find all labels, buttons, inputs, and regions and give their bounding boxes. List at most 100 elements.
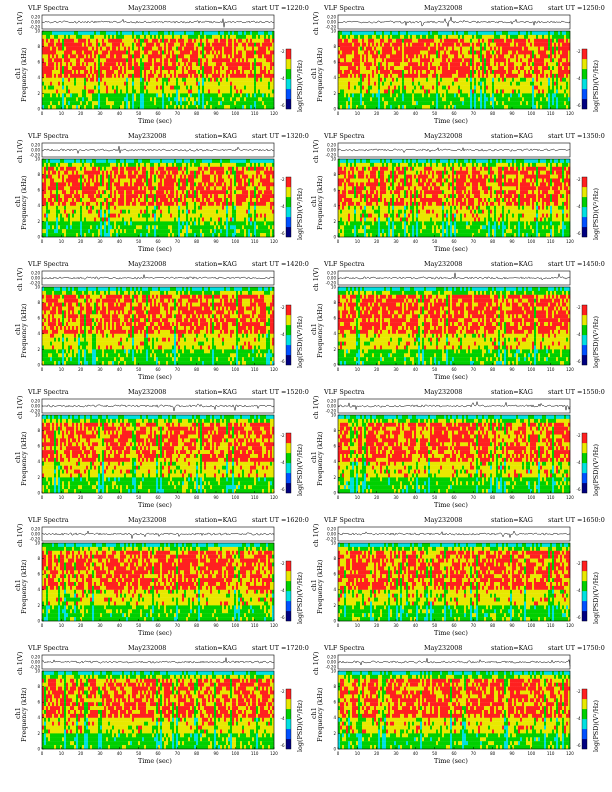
spectrogram-cells — [338, 31, 571, 110]
station-text: station=KAG — [195, 516, 237, 524]
waveform-frame — [337, 270, 571, 286]
waveform-tick-label: -0.20 — [30, 408, 41, 413]
panel-title: VLF Spectra May232008 station=KAG start UT … — [14, 132, 314, 142]
x-tick-label: 0 — [41, 751, 44, 756]
waveform-tick-label: 0.00 — [327, 659, 336, 664]
waveform-tick-label: -0.20 — [326, 24, 337, 29]
x-tick-label: 80 — [490, 751, 496, 756]
channel-label: ch1 — [310, 707, 318, 719]
x-tick-label: 40 — [413, 751, 419, 756]
colorbar — [581, 688, 588, 750]
colorbar-segment — [286, 177, 291, 188]
channel-label: ch1 — [310, 195, 318, 207]
x-tick-label: 50 — [136, 239, 142, 244]
time-x-label: Time (sec) — [434, 757, 468, 765]
colorbar-segment — [286, 49, 291, 60]
x-tick-label: 40 — [413, 239, 419, 244]
x-tick-label: 50 — [432, 239, 438, 244]
y-tick-label: 8 — [333, 44, 336, 49]
x-tick-label: 90 — [213, 111, 219, 116]
y-tick-label: 0 — [333, 618, 336, 623]
colorbar-segment — [582, 571, 587, 582]
title-text: VLF Spectra — [28, 132, 69, 140]
colorbar-tick-label: -2 — [281, 561, 285, 566]
colorbar-segment — [286, 453, 291, 464]
x-tick-label: 50 — [136, 367, 142, 372]
time-x-label: Time (sec) — [434, 245, 468, 253]
waveform-tick-label: 0.00 — [31, 19, 40, 24]
date-text: May232008 — [424, 388, 462, 396]
y-tick-label: 10 — [35, 668, 41, 673]
colorbar-tick-label: -4 — [577, 76, 581, 81]
colorbar-label: log(PSD)(V²/Hz) — [592, 572, 600, 624]
x-tick-label: 40 — [413, 623, 419, 628]
waveform-frame — [337, 398, 571, 414]
x-tick-label: 100 — [232, 623, 240, 628]
x-tick-label: 120 — [270, 111, 278, 116]
x-tick-label: 20 — [78, 367, 84, 372]
x-tick-label: 0 — [41, 623, 44, 628]
colorbar-segment — [286, 217, 291, 228]
station-text: station=KAG — [195, 388, 237, 396]
x-tick-label: 50 — [432, 367, 438, 372]
waveform-trace — [41, 403, 275, 412]
colorbar-segment — [286, 207, 291, 218]
x-tick-label: 0 — [41, 239, 44, 244]
colorbar-segment — [582, 207, 587, 218]
y-tick-label: 0 — [37, 106, 40, 111]
colorbar — [285, 560, 292, 622]
colorbar-label: log(PSD)(V²/Hz) — [592, 60, 600, 112]
colorbar-segment — [582, 305, 587, 316]
x-tick-label: 40 — [117, 111, 123, 116]
x-tick-label: 120 — [566, 751, 574, 756]
colorbar-tick-label: -6 — [281, 359, 285, 364]
x-tick-label: 80 — [194, 111, 200, 116]
waveform-y-label: ch 1(V) — [16, 652, 24, 675]
x-tick-label: 80 — [490, 623, 496, 628]
colorbar-tick-label: -4 — [577, 588, 581, 593]
spectrogram-cells — [42, 287, 275, 366]
x-tick-label: 30 — [393, 239, 399, 244]
x-tick-label: 10 — [59, 367, 65, 372]
colorbar-segment — [286, 581, 291, 592]
panel-title: VLF Spectra May232008 station=KAG start UT … — [310, 516, 610, 526]
spectrogram-panel: 0.20 0.00 -0.20 0 2 4 6 8 10 0 10 20 30 40 50 60 70 80 90 1… — [14, 388, 314, 516]
y-tick-label: 0 — [37, 618, 40, 623]
colorbar-segment — [582, 699, 587, 710]
x-tick-label: 60 — [451, 239, 457, 244]
spectrogram-cells — [338, 415, 571, 494]
y-tick-label: 4 — [37, 587, 40, 592]
x-tick-label: 50 — [432, 751, 438, 756]
y-tick-label: 4 — [37, 715, 40, 720]
spectrogram-cells — [338, 671, 571, 750]
x-tick-label: 120 — [566, 495, 574, 500]
panel-title: VLF Spectra May232008 station=KAG start UT … — [310, 132, 610, 142]
colorbar-segment — [582, 99, 587, 110]
x-tick-label: 110 — [547, 623, 555, 628]
colorbar-segment — [582, 611, 587, 622]
y-tick-label: 8 — [37, 428, 40, 433]
spectrogram-cells — [42, 543, 275, 622]
start-time-text: start UT =1220:0 — [252, 4, 309, 12]
channel-label: ch1 — [310, 451, 318, 463]
x-tick-label: 120 — [566, 111, 574, 116]
x-tick-label: 0 — [337, 751, 340, 756]
x-tick-label: 60 — [451, 111, 457, 116]
x-tick-label: 80 — [490, 495, 496, 500]
x-tick-label: 10 — [59, 751, 65, 756]
x-tick-label: 80 — [194, 239, 200, 244]
y-tick-label: 8 — [333, 172, 336, 177]
x-tick-label: 10 — [355, 751, 361, 756]
colorbar — [581, 432, 588, 494]
x-tick-label: 110 — [251, 239, 259, 244]
x-tick-label: 50 — [432, 495, 438, 500]
x-tick-label: 80 — [194, 751, 200, 756]
colorbar-segment — [582, 69, 587, 80]
x-tick-label: 90 — [213, 367, 219, 372]
colorbar — [581, 176, 588, 238]
x-tick-label: 100 — [528, 111, 536, 116]
x-tick-label: 110 — [251, 751, 259, 756]
waveform-tick-label: -0.20 — [326, 664, 337, 669]
